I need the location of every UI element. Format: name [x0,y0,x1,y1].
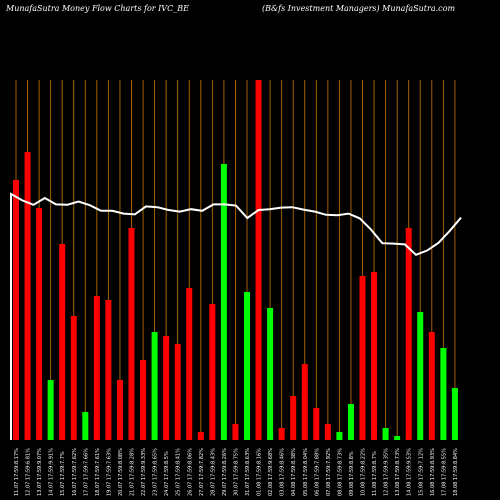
money-flow-bar [440,348,447,440]
money-flow-bar [93,296,100,440]
x-tick-label: 13.08 17:59:8.73% [395,448,401,496]
money-flow-bar [70,316,77,440]
money-flow-bar [151,332,158,440]
x-tick-label: 15.07 17:59:7.7% [60,451,66,496]
money-flow-bar [220,164,227,440]
money-flow-bar [163,336,170,440]
x-tick-label: 11.08 17:59:8.7% [372,451,378,496]
money-flow-bar [186,288,193,440]
x-tick-label: 28.07 17:59:8.43% [210,448,216,496]
x-tick-label: 08.08 17:59:8.73% [337,448,343,496]
money-flow-bar [267,308,274,440]
money-flow-bar [359,276,366,440]
money-flow-bar [140,360,147,440]
x-tick-label: 20.07 17:59:8.08% [118,448,124,496]
x-tick-label: 18.07 17:59:7.61% [95,448,101,496]
x-tick-label: 06.08 17:59:7.88% [314,448,320,496]
money-flow-bar [59,244,66,440]
money-flow-bar [278,428,285,440]
x-tick-label: 12.07 17:59:6.81% [26,448,32,496]
x-tick-label: 17.07 17:59:7.66% [83,448,89,496]
x-tick-label: 19.07 17:59:7.63% [106,448,112,496]
x-tick-label: 16.08 17:59:8.93% [430,448,436,496]
x-tick-label: 24.07 17:59:8.5% [164,451,170,496]
money-flow-bar [82,412,89,440]
money-flow-bar [209,304,216,440]
money-flow-bar [417,312,424,440]
money-flow-bar [244,292,250,440]
money-flow-bar [451,388,458,440]
money-flow-bar [336,432,343,440]
money-flow-bar [128,228,135,440]
money-flow-line [10,192,462,440]
money-flow-bar [13,180,19,440]
money-flow-bar [290,396,297,440]
money-flow-bar [116,380,123,440]
x-tick-label: 13.07 17:59:9.07% [37,448,43,496]
x-tick-label: 31.07 17:59:8.63% [245,448,251,496]
x-tick-label: 30.07 17:59:8.75% [233,448,239,496]
x-tick-label: 02.08 17:59:9.68% [268,448,274,496]
x-tick-label: 01.08 17:59:8.16% [257,448,263,496]
chart-subtitle: (B&fs Investment Managers) MunafaSutra.c… [262,4,456,13]
money-flow-bar [232,424,239,440]
money-flow-bar [371,272,378,440]
x-tick-label: 09.08 17:59:8.8% [349,451,355,496]
money-flow-bar [174,344,181,440]
x-tick-label: 14.07 17:59:9.91% [49,448,55,496]
x-tick-label: 15.08 17:59:7.12% [418,448,424,496]
x-tick-label: 03.08 17:59:8.46% [280,448,286,496]
bar-series [13,80,458,440]
x-tick-label: 23.07 17:59:8.65% [153,448,159,496]
money-flow-bar [347,404,354,440]
x-tick-label: 04.08 17:59:8.38% [291,448,297,496]
grid-lines [15,80,456,440]
x-tick-labels: 11.07 17:59:8.17% 12.07 17:59:6.81% 13.07 … [14,448,459,496]
money-flow-bar [394,436,401,440]
x-tick-label: 18.08 17:59:8.84% [453,448,459,496]
x-tick-label: 29.07 17:59:8.26% [222,448,228,496]
money-flow-bar [36,208,43,440]
money-flow-bar [255,80,262,440]
money-flow-bar [24,152,31,440]
chart-title: MunafaSutra Money Flow Charts for IVC_BE [6,4,189,13]
x-tick-label: 25.07 17:59:8.41% [176,448,182,496]
money-flow-bar [47,380,54,440]
money-flow-bar [428,332,435,440]
x-tick-label: 07.08 17:59:7.92% [326,448,332,496]
money-flow-bar [313,408,320,440]
x-tick-label: 10.08 17:59:8.22% [361,448,367,496]
x-tick-label: 16.07 17:59:7.62% [72,448,78,496]
x-tick-label: 05.08 17:59:8.04% [303,448,309,496]
money-flow-bar [197,432,204,440]
x-tick-label: 26.07 17:59:8.06% [187,448,193,496]
x-tick-label: 21.07 17:59:8.28% [130,448,136,496]
money-flow-bar [301,364,308,440]
x-tick-label: 27.07 17:59:7.82% [199,448,205,496]
x-tick-label: 17.08 17:59:8.55% [441,448,447,496]
money-flow-bar [405,228,412,440]
x-tick-label: 14.08 17:59:9.53% [407,448,413,496]
x-tick-label: 12.08 17:59:9.35% [384,448,390,496]
x-tick-label: 11.07 17:59:8.17% [14,448,20,496]
money-flow-bar [324,424,331,440]
money-flow-bar [105,300,112,440]
x-tick-label: 22.07 17:59:9.33% [141,448,147,496]
money-flow-bar [382,428,389,440]
